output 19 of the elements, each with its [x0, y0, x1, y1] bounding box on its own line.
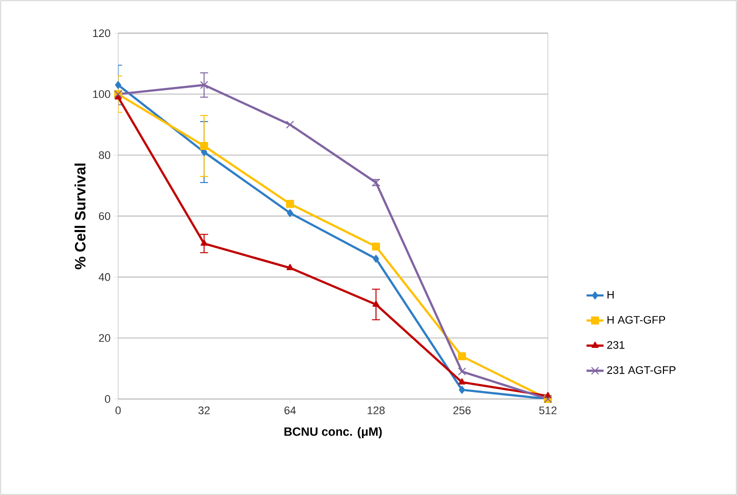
x-tick-label: 512 [539, 406, 556, 414]
y-tick-label: 40 [98, 273, 110, 281]
y-tick-label: 60 [99, 212, 110, 220]
y-tick-label: 120 [93, 29, 110, 37]
legend-label: H [608, 290, 614, 298]
x-tick-label: 0 [116, 406, 121, 414]
x-tick-label: 256 [453, 406, 471, 414]
legend-label: H AGT-GFP [608, 316, 666, 324]
x-tick-label: 128 [368, 406, 385, 414]
y-tick-label: 20 [98, 334, 110, 342]
y-axis-title: % Cell Survival [74, 164, 86, 270]
legend-label: 231 AGT-GFP [607, 366, 676, 374]
legend-label: 231 [607, 341, 624, 349]
y-tick-label: 80 [98, 151, 110, 159]
x-tick-label: 64 [284, 406, 296, 414]
x-axis-title: BCNU conc. (μM) [284, 427, 382, 438]
x-tick-label: 32 [198, 406, 210, 414]
y-tick-label: 0 [104, 395, 110, 403]
y-tick-label: 100 [93, 90, 110, 98]
